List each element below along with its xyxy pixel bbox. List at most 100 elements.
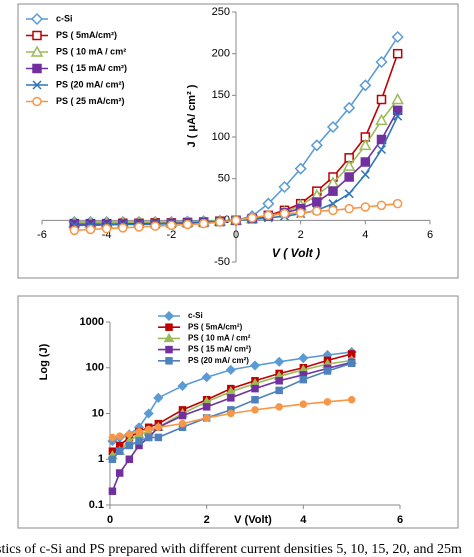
x-tick-label: 6 [427, 229, 433, 241]
data-point [347, 359, 356, 368]
data-point [177, 380, 188, 392]
data-point [312, 197, 322, 207]
data-point [263, 210, 274, 221]
data-point [328, 205, 338, 216]
data-point [135, 437, 143, 445]
data-point [108, 433, 117, 442]
data-point [392, 105, 403, 116]
data-point [227, 409, 235, 418]
data-point [274, 356, 285, 367]
caption: stics of c-Si and PS prepared with diffe… [0, 542, 462, 557]
y-tick-label: 200 [212, 48, 230, 60]
y-tick-label: 1 [98, 453, 104, 465]
data-point [178, 411, 187, 420]
data-point [108, 455, 117, 463]
data-point [343, 101, 356, 114]
x-tick-label: 2 [204, 514, 210, 526]
data-point [225, 364, 236, 375]
data-point [202, 414, 211, 422]
data-point [344, 189, 354, 199]
legend-marker [32, 96, 42, 107]
data-point [247, 213, 257, 223]
x-tick-label: 4 [300, 514, 307, 526]
data-point [118, 223, 128, 233]
data-point [275, 376, 283, 385]
legend-label: PS ( 25 mA/cm²) [56, 96, 125, 106]
legend-marker [30, 12, 44, 26]
data-point [154, 423, 163, 432]
legend-label: PS ( 15 mA/ cm²) [56, 63, 127, 73]
data-point [375, 55, 388, 69]
y-tick-label: 10 [92, 407, 104, 419]
data-point [135, 427, 143, 436]
data-point [166, 220, 177, 231]
data-point [360, 157, 371, 167]
data-point [344, 203, 354, 214]
y-axis-title: Log (J) [38, 343, 50, 380]
data-point [115, 447, 124, 455]
legend-label: c-Si [188, 311, 203, 320]
legend-label: PS ( 15 mA/ cm²) [188, 345, 251, 354]
legend-marker [30, 45, 44, 57]
data-point [326, 120, 340, 134]
data-point [202, 403, 211, 411]
y-tick-label: 1000 [80, 316, 104, 328]
x-tick-label: 6 [397, 514, 403, 526]
data-point [359, 79, 372, 92]
data-point [328, 186, 338, 196]
data-point [69, 225, 80, 236]
data-point [251, 395, 259, 404]
data-point [251, 384, 259, 393]
x-tick-label: 2 [298, 229, 304, 241]
legend-label: PS (20 mA/ cm²) [56, 79, 125, 89]
data-point [298, 353, 309, 364]
data-point [125, 455, 134, 463]
data-point [85, 224, 96, 235]
legend-marker [163, 310, 175, 322]
legend-label: PS ( 5mA/cm²) [188, 322, 243, 331]
data-point [249, 360, 261, 371]
data-point [201, 372, 212, 383]
y-tick-label: 250 [212, 6, 230, 18]
data-point [360, 202, 371, 212]
data-point [392, 48, 403, 59]
y-tick-label: 100 [86, 362, 104, 374]
legend-label: PS ( 5mA/cm²) [56, 30, 117, 40]
data-point [178, 419, 187, 428]
legend-marker [32, 30, 42, 41]
legend-label: PS (20 mA/ cm²) [188, 356, 249, 365]
x-tick-label: -6 [37, 229, 47, 241]
data-point [342, 159, 356, 171]
data-point [143, 408, 154, 419]
legend-marker [165, 345, 173, 354]
data-point [299, 375, 308, 384]
data-point [182, 219, 193, 230]
legend-label: PS ( 10 mA / cm² [56, 46, 126, 56]
legend-label: PS ( 10 mA / cm² [188, 334, 251, 343]
legend-marker [32, 63, 42, 74]
data-point [376, 144, 387, 155]
data-point [360, 169, 370, 180]
data-point [279, 208, 290, 219]
x-axis-title: V (Volt) [234, 514, 272, 526]
data-point [275, 386, 283, 395]
data-point [108, 487, 117, 495]
data-point [310, 139, 323, 152]
data-point [101, 223, 112, 234]
data-point [328, 199, 338, 209]
data-point [312, 206, 322, 216]
data-point [125, 441, 134, 450]
data-point [323, 398, 332, 406]
data-point [376, 94, 387, 105]
data-point [154, 433, 163, 442]
data-point [134, 222, 144, 232]
data-point [375, 113, 388, 126]
y-tick-label: 100 [212, 131, 230, 143]
data-point [391, 92, 404, 105]
data-point [153, 392, 164, 403]
y-tick-label: -50 [214, 256, 230, 268]
x-tick-label: -4 [102, 229, 112, 241]
x-tick-label: 4 [362, 229, 368, 241]
data-point [344, 172, 354, 182]
